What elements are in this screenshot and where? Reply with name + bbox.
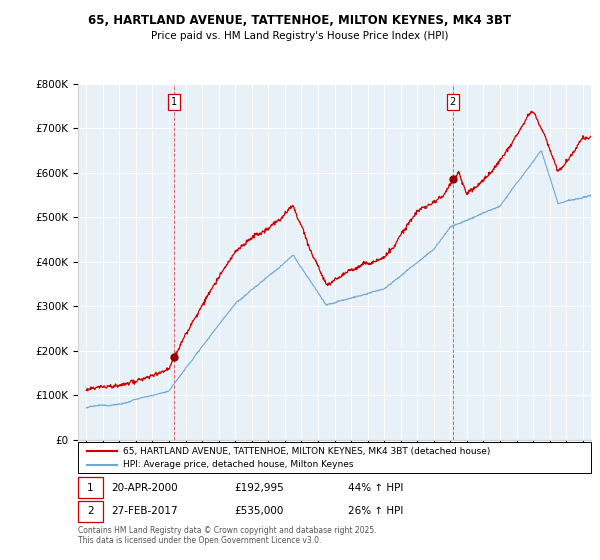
Text: 44% ↑ HPI: 44% ↑ HPI [348, 483, 403, 493]
Text: 20-APR-2000: 20-APR-2000 [111, 483, 178, 493]
Text: 65, HARTLAND AVENUE, TATTENHOE, MILTON KEYNES, MK4 3BT: 65, HARTLAND AVENUE, TATTENHOE, MILTON K… [88, 14, 512, 27]
Text: Contains HM Land Registry data © Crown copyright and database right 2025.
This d: Contains HM Land Registry data © Crown c… [78, 526, 377, 545]
Text: 1: 1 [87, 483, 94, 493]
Text: 1: 1 [171, 97, 177, 107]
Text: 27-FEB-2017: 27-FEB-2017 [111, 506, 178, 516]
Text: 65, HARTLAND AVENUE, TATTENHOE, MILTON KEYNES, MK4 3BT (detached house): 65, HARTLAND AVENUE, TATTENHOE, MILTON K… [123, 446, 490, 455]
Text: £535,000: £535,000 [234, 506, 283, 516]
Text: 2: 2 [449, 97, 456, 107]
Text: 26% ↑ HPI: 26% ↑ HPI [348, 506, 403, 516]
Text: £192,995: £192,995 [234, 483, 284, 493]
Text: 2: 2 [87, 506, 94, 516]
Text: Price paid vs. HM Land Registry's House Price Index (HPI): Price paid vs. HM Land Registry's House … [151, 31, 449, 41]
Text: HPI: Average price, detached house, Milton Keynes: HPI: Average price, detached house, Milt… [123, 460, 353, 469]
